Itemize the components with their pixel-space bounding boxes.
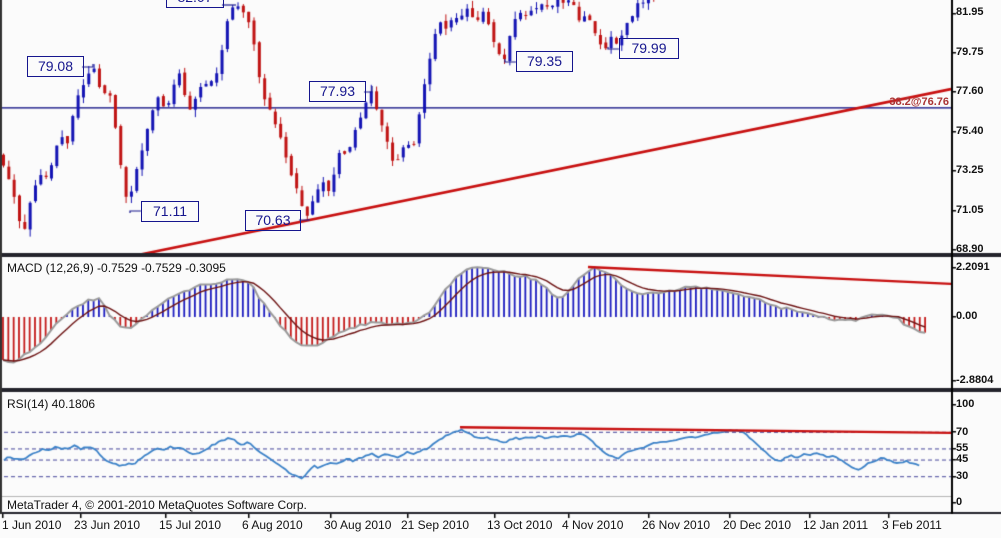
main-chart-panel: 82.07 79.08 77.93 71.11 70.63 79.35 79.9… <box>0 0 952 253</box>
rsi-axis-label: 45 <box>956 453 969 465</box>
price-axis-label: 79.75 <box>956 46 984 58</box>
macd-axis-label: 0.00 <box>956 310 978 322</box>
rsi-axis-label: 55 <box>956 442 969 454</box>
price-axis-label: 75.40 <box>956 125 984 137</box>
time-axis-label: 12 Jan 2011 <box>803 518 869 532</box>
price-axis-label: 73.25 <box>956 164 984 176</box>
macd-axis-label: 2.2091 <box>956 261 990 273</box>
time-axis-label: 4 Nov 2010 <box>562 518 624 532</box>
time-axis-label: 30 Aug 2010 <box>324 518 392 532</box>
swing-price-label: 79.08 <box>27 56 84 77</box>
price-axis-label: 77.60 <box>956 85 984 97</box>
time-axis-label: 6 Aug 2010 <box>242 518 303 532</box>
time-axis-label: 1 Jun 2010 <box>2 518 62 532</box>
swing-price-label: 70.63 <box>245 210 301 231</box>
rsi-axis-label: 0 <box>956 496 963 508</box>
rsi-axis-label: 70 <box>956 426 969 438</box>
swing-price-label: 79.99 <box>619 38 679 59</box>
time-axis-label: 13 Oct 2010 <box>487 518 553 532</box>
price-axis-label: 81.95 <box>956 6 984 18</box>
price-axis-label: 71.05 <box>956 204 984 216</box>
copyright-text: MetaTrader 4, © 2001-2010 MetaQuotes Sof… <box>7 498 307 512</box>
time-axis-label: 20 Dec 2010 <box>723 518 792 532</box>
macd-indicator-title: MACD (12,26,9) -0.7529 -0.7529 -0.3095 <box>7 261 226 275</box>
swing-price-label: 77.93 <box>309 81 366 102</box>
macd-axis-label: -2.8804 <box>956 374 994 386</box>
time-axis-label: 21 Sep 2010 <box>401 518 470 532</box>
swing-price-label: 71.11 <box>141 201 199 222</box>
price-axis-label: 68.90 <box>956 243 984 255</box>
rsi-axis-label: 30 <box>956 470 969 482</box>
time-axis-label: 3 Feb 2011 <box>882 518 942 532</box>
fibonacci-level-label: 38.2@76.76 <box>889 96 949 108</box>
swing-price-label: 79.35 <box>516 51 573 72</box>
time-axis-label: 26 Nov 2010 <box>642 518 711 532</box>
time-axis-label: 15 Jul 2010 <box>159 518 222 532</box>
time-axis-label: 23 Jun 2010 <box>74 518 141 532</box>
swing-price-label: 82.07 <box>166 0 224 8</box>
rsi-axis-label: 100 <box>956 398 975 410</box>
rsi-indicator-title: RSI(14) 40.1806 <box>7 397 96 411</box>
